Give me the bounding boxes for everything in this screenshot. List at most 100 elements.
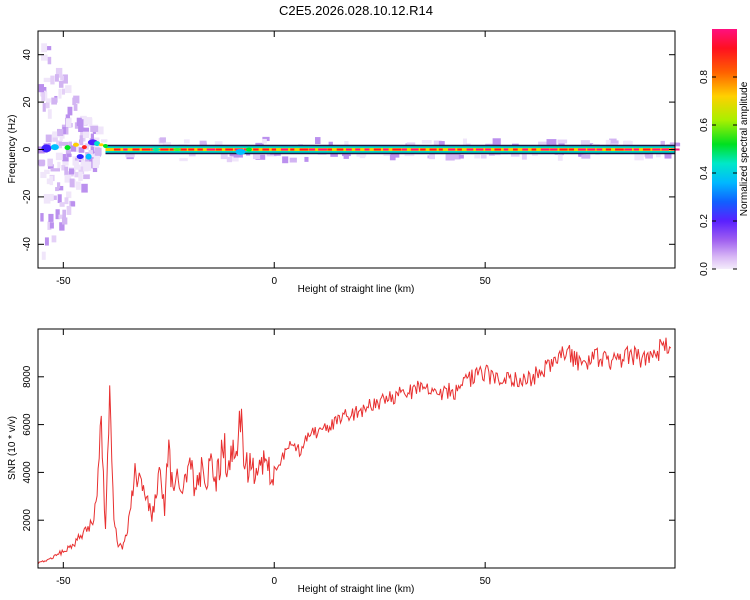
heatmap-cell <box>521 152 527 160</box>
heatmap-cell <box>253 153 261 160</box>
heatmap-cell <box>64 145 71 151</box>
heatmap-cell <box>364 148 370 151</box>
heatmap-cell <box>290 148 295 151</box>
heatmap-cell <box>55 67 63 78</box>
heatmap-cell <box>66 153 72 157</box>
heatmap-cell <box>83 127 90 136</box>
heatmap-cell <box>113 148 121 151</box>
colorbar-gradient <box>712 29 737 269</box>
heatmap-cell <box>46 98 51 103</box>
heatmap-cell <box>91 144 96 151</box>
heatmap-cell <box>47 109 52 119</box>
heatmap-cell <box>255 154 266 160</box>
heatmap-cell <box>373 148 381 151</box>
heatmap-cell <box>226 156 233 163</box>
snr-panel: -50 0 50 2000 4000 6000 8000 Height of straig… <box>7 328 676 595</box>
snr-series-line <box>37 337 672 565</box>
heatmap-cell <box>81 159 87 167</box>
heatmap-cell <box>336 148 344 151</box>
heatmap-cell <box>50 144 59 151</box>
heatmap-cell <box>73 142 80 152</box>
colorbar-tick-label: 0.8 <box>699 70 710 84</box>
heatmap-cell <box>59 131 63 142</box>
heatmap-cell <box>169 148 174 151</box>
heatmap-cell <box>344 140 349 147</box>
heatmap-cell <box>47 56 52 65</box>
heatmap-cell <box>41 144 52 153</box>
heatmap-cell <box>62 126 67 135</box>
heatmap-cell <box>76 154 84 160</box>
heatmap-cell <box>89 162 96 169</box>
heatmap-cell <box>262 138 267 144</box>
heatmap-x-ticks: -50 0 50 <box>56 31 491 287</box>
heatmap-cell <box>624 148 633 151</box>
heatmap-cell <box>596 148 603 151</box>
heatmap-cell <box>85 161 92 171</box>
heatmap-cell <box>73 95 80 104</box>
heatmap-cell <box>173 148 182 151</box>
heatmap-cell <box>66 205 72 215</box>
heatmap-cell <box>94 141 101 147</box>
heatmap-cell <box>345 148 352 151</box>
snr-y-tick-label: 4000 <box>22 461 33 484</box>
heatmap-y-tick-label: -20 <box>22 189 33 204</box>
heatmap-cell <box>48 213 54 222</box>
heatmap-cell <box>60 75 65 81</box>
heatmap-cell <box>179 158 188 162</box>
heatmap-cell <box>57 129 64 136</box>
heatmap-cell <box>503 148 509 151</box>
chart-title: C2E5.2026.028.10.12.R14 <box>279 3 433 18</box>
heatmap-cell <box>62 74 68 84</box>
heatmap-cell <box>233 154 243 158</box>
heatmap-cell <box>328 141 333 146</box>
heatmap-cell <box>546 139 557 147</box>
heatmap-cell <box>448 148 456 151</box>
heatmap-cell <box>605 139 611 147</box>
heatmap-cell <box>557 154 563 161</box>
heatmap-cell <box>197 148 203 151</box>
heatmap-cell <box>451 152 461 160</box>
heatmap-cell <box>255 142 264 146</box>
heatmap-cell <box>587 148 596 151</box>
heatmap-cell <box>159 137 166 143</box>
heatmap-cell <box>102 143 108 148</box>
heatmap-cell <box>58 88 62 99</box>
heatmap-cell <box>41 251 46 260</box>
heatmap-cell <box>41 54 48 61</box>
heatmap-cell <box>90 133 94 142</box>
heatmap-cell <box>420 148 426 151</box>
heatmap-cell <box>57 161 61 169</box>
heatmap-cell <box>123 148 128 151</box>
heatmap-cell <box>615 148 624 151</box>
heatmap-cell <box>330 153 338 157</box>
heatmap-cell <box>85 156 90 163</box>
heatmap-x-label: Height of straight line (km) <box>298 284 415 295</box>
heatmap-cell <box>304 156 309 162</box>
heatmap-cell <box>660 140 665 146</box>
heatmap-cell <box>88 154 95 158</box>
heatmap-cell <box>55 152 63 161</box>
heatmap-cell <box>64 174 72 183</box>
snr-y-ticks: 2000 4000 6000 8000 <box>22 365 675 531</box>
heatmap-cells <box>38 43 681 260</box>
heatmap-cell <box>315 137 321 145</box>
heatmap-cell <box>47 158 53 167</box>
heatmap-cell <box>44 46 52 51</box>
heatmap-cell <box>474 154 480 159</box>
heatmap-cell <box>90 125 99 132</box>
heatmap-cell <box>50 168 61 172</box>
heatmap-cell <box>253 148 259 151</box>
heatmap-cell <box>661 148 669 151</box>
heatmap-y-tick-label: 40 <box>22 49 33 61</box>
colorbar-label: Normalized spectral amplitude <box>739 81 750 216</box>
heatmap-cell <box>38 84 45 93</box>
heatmap-cell <box>531 148 537 151</box>
heatmap-cell <box>392 148 402 151</box>
heatmap-cell <box>64 166 69 176</box>
heatmap-cell <box>652 148 661 151</box>
heatmap-cell <box>308 148 316 151</box>
heatmap-cell <box>580 140 590 148</box>
heatmap-cell <box>62 159 69 166</box>
heatmap-cell <box>81 183 88 193</box>
heatmap-cell <box>410 148 419 151</box>
